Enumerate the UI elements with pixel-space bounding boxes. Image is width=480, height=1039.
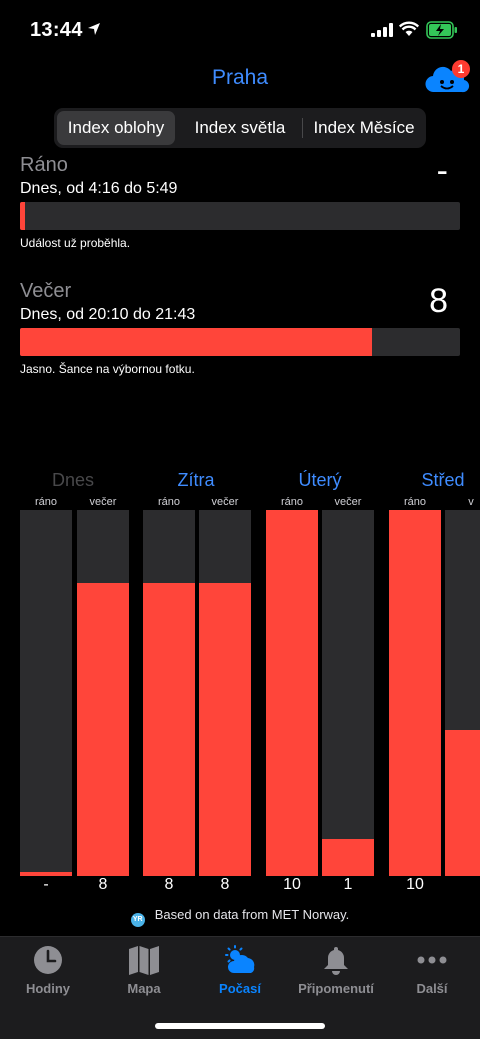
evening-event: Večer Dnes, od 20:10 do 21:43 8 Jasno. Š… [20,278,460,376]
forecast-bar-fill [445,730,480,876]
tab-bar: Hodiny Mapa Počasí Připomenutí [0,936,480,1039]
battery-charging-icon [426,21,457,39]
forecast-bar-fill [199,583,251,876]
forecast-day-label: Střed [421,470,465,490]
forecast-bar[interactable] [199,510,251,876]
evening-event-time: Dnes, od 20:10 do 21:43 [20,306,196,323]
forecast-bar-fill [266,510,318,876]
attribution-text: Based on data from MET Norway. [154,907,350,922]
forecast-bar-fill [77,583,129,876]
segment-moon-index[interactable]: Index Měsíce [313,118,415,137]
forecast-part-label: v [468,496,474,508]
cellular-signal-icon [371,23,393,37]
forecast-bar[interactable] [445,510,480,876]
tab-label: Počasí [219,981,261,996]
forecast-bar-value: 1 [343,876,353,893]
bell-icon [324,947,348,975]
forecast-chart[interactable]: Dnes Zítra Úterý Střed ráno večer ráno večer rán… [0,470,480,900]
status-bar: 13:44 [0,0,480,60]
forecast-bar[interactable] [322,510,374,876]
morning-event-time: Dnes, od 4:16 do 5:49 [20,180,178,197]
morning-event-value: - [436,152,448,190]
forecast-part-label: ráno [157,496,181,508]
tab-pocasi[interactable]: Počasí [192,937,288,1007]
evening-event-bar-fill [20,328,372,356]
forecast-part-label: večer [334,496,362,508]
forecast-bar[interactable] [143,510,195,876]
evening-event-name: Večer [20,280,72,302]
forecast-part-label: večer [211,496,239,508]
forecast-day-label: Zítra [177,470,215,490]
forecast-bar-value: 8 [220,876,230,893]
forecast-bar-fill [20,872,72,876]
forecast-bar-fill [322,839,374,876]
forecast-part-label: ráno [403,496,427,508]
forecast-day-label: Dnes [51,470,95,490]
evening-event-value: 8 [429,282,448,320]
forecast-part-label: ráno [280,496,304,508]
location-arrow-icon [88,23,100,35]
notification-badge: 1 [452,60,470,78]
page-title[interactable]: Praha [211,66,269,89]
forecast-bar-value: 10 [283,876,301,893]
weather-icon [225,945,255,973]
status-time: 13:44 [30,19,83,41]
morning-event-name: Ráno [20,154,68,176]
morning-event-bar [20,202,460,230]
segment-light-index[interactable]: Index světla [194,118,286,137]
forecast-part-label: večer [89,496,117,508]
more-icon [417,956,447,964]
forecast-part-label: ráno [34,496,58,508]
segment-sky-index[interactable]: Index oblohy [57,111,175,145]
wifi-icon [399,21,419,36]
attribution[interactable]: YR Based on data from MET Norway. [0,907,480,927]
clock-icon [34,946,62,974]
yr-logo-icon: YR [130,913,145,927]
forecast-bar-value: 8 [98,876,108,893]
index-segmented-control: Index oblohy Index světla Index Měsíce [54,108,426,148]
forecast-bar-fill [389,510,441,876]
forecast-bar-value: - [43,876,49,893]
tab-dalsi[interactable]: Další [384,937,480,1007]
tab-label: Další [416,981,448,996]
map-icon [129,946,159,975]
forecast-bar-value: 10 [406,876,424,893]
morning-event-bar-fill [20,202,25,230]
forecast-bar[interactable] [77,510,129,876]
forecast-bar[interactable] [389,510,441,876]
segment-divider [302,118,303,138]
forecast-bar[interactable] [266,510,318,876]
forecast-bar[interactable] [20,510,72,876]
tab-label: Hodiny [25,981,71,996]
tab-mapa[interactable]: Mapa [96,937,192,1007]
home-indicator [155,1023,325,1029]
tab-hodiny[interactable]: Hodiny [0,937,96,1007]
morning-event: Ráno Dnes, od 4:16 do 5:49 - Událost už … [20,152,460,250]
forecast-bar-fill [143,583,195,876]
evening-event-bar [20,328,460,356]
evening-event-note: Jasno. Šance na výbornou fotku. [20,362,195,376]
forecast-day-label: Úterý [298,470,342,490]
tab-label: Mapa [127,981,161,996]
tab-label: Připomenutí [298,981,374,996]
morning-event-note: Událost už proběhla. [20,236,131,250]
tab-pripomenuti[interactable]: Připomenutí [288,937,384,1007]
forecast-bar-value: 8 [164,876,174,893]
